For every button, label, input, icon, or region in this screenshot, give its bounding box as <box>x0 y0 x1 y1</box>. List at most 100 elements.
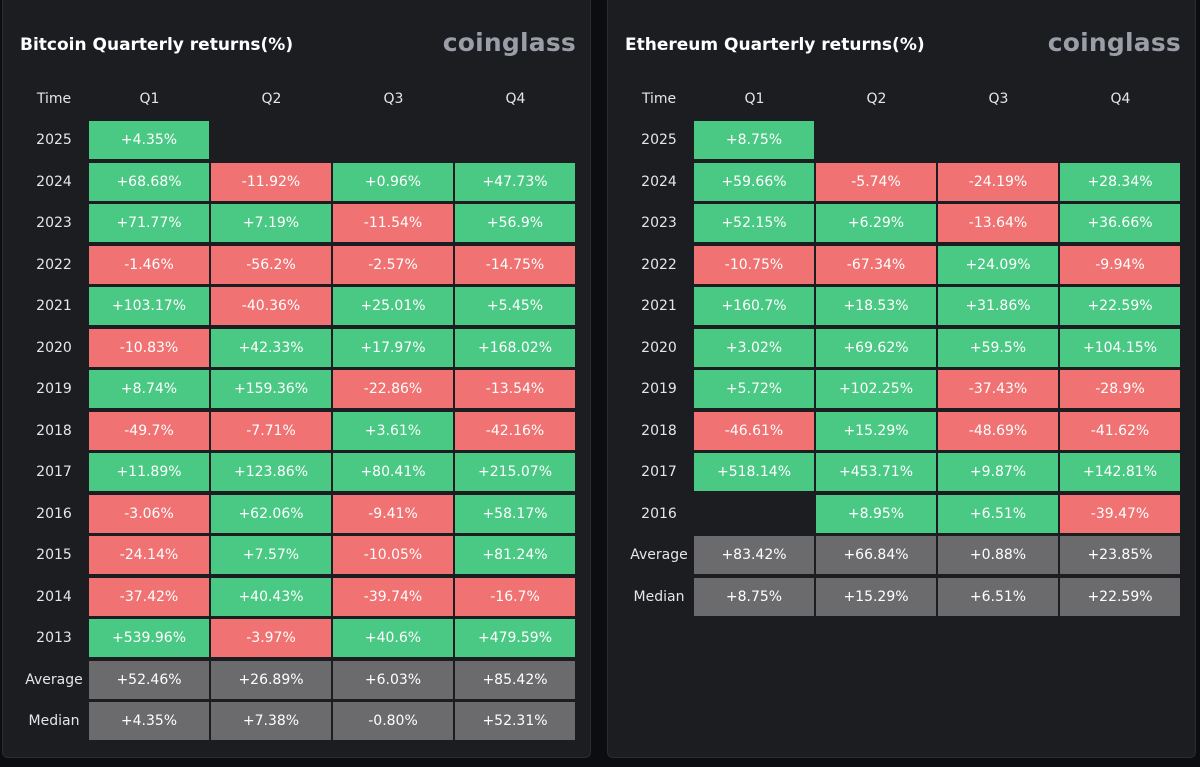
return-cell-median-q1: +4.35% <box>89 702 209 740</box>
row-label-2022: 2022 <box>36 256 72 273</box>
row-label-2025: 2025 <box>36 132 72 148</box>
return-cell-2020-q1: -10.83% <box>89 328 209 367</box>
bitcoin-returns-table: Time Q1 Q2 Q3 Q4 2025 +4.35% 2024 +68.68% -11.92%… <box>3 0 590 757</box>
row-label-2020: 2020 <box>641 339 677 356</box>
return-cell-2023-q2: +7.19% <box>211 204 331 242</box>
column-header-q1: Q1 <box>139 91 160 107</box>
return-cell-2013-q4: +479.59% <box>455 619 575 657</box>
row-label-2018: 2018 <box>36 422 72 439</box>
return-cell-2018-q4: -41.62% <box>1060 411 1180 450</box>
row-label-2014: 2014 <box>36 588 72 605</box>
return-cell-2018-q3: +3.61% <box>333 411 453 450</box>
bitcoin-returns-panel: Bitcoin Quarterly returns(%) coinglass T… <box>2 0 591 758</box>
return-cell-2013-q3: +40.6% <box>333 619 453 657</box>
return-cell-2019-q4: -13.54% <box>455 370 575 408</box>
row-label-2018: 2018 <box>641 422 677 439</box>
bitcoin-table-title: Bitcoin Quarterly returns(%) <box>20 35 294 55</box>
column-header-q2: Q2 <box>261 91 282 107</box>
return-cell-2023-q4: +36.66% <box>1060 204 1180 242</box>
return-cell-2016-q1: -3.06% <box>89 494 209 533</box>
return-cell-average-q4: +85.42% <box>455 660 575 699</box>
return-cell-2022-q2: -67.34% <box>816 245 936 284</box>
return-cell-2020-q4: +104.15% <box>1060 328 1180 367</box>
return-cell-2020-q3: +59.5% <box>938 328 1058 367</box>
return-cell-2018-q2: -7.71% <box>211 411 331 450</box>
row-label-median: Median <box>28 713 80 729</box>
return-cell-2019-q2: +159.36% <box>211 370 331 408</box>
return-cell-2016-q4: +58.17% <box>455 494 575 533</box>
return-cell-2024-q3: +0.96% <box>333 162 453 201</box>
return-cell-2021-q4: +22.59% <box>1060 287 1180 325</box>
column-header-q3: Q3 <box>383 91 404 107</box>
return-cell-average-q1: +83.42% <box>694 536 814 574</box>
return-cell-2023-q3: -13.64% <box>938 204 1058 242</box>
return-cell-2018-q2: +15.29% <box>816 411 936 450</box>
return-cell-2023-q3: -11.54% <box>333 204 453 242</box>
return-cell-2024-q4: +47.73% <box>455 162 575 201</box>
return-cell-2013-q1: +539.96% <box>89 619 209 657</box>
return-cell-2021-q3: +25.01% <box>333 287 453 325</box>
return-cell-2016-q4: -39.47% <box>1060 494 1180 533</box>
return-cell-average-q4: +23.85% <box>1060 536 1180 574</box>
return-cell-2020-q4: +168.02% <box>455 328 575 367</box>
return-cell-2021-q4: +5.45% <box>455 287 575 325</box>
return-cell-2020-q2: +69.62% <box>816 328 936 367</box>
return-cell-2022-q3: -2.57% <box>333 245 453 284</box>
return-cell-2024-q3: -24.19% <box>938 162 1058 201</box>
row-label-2013: 2013 <box>36 630 72 646</box>
return-cell-median-q4: +22.59% <box>1060 577 1180 616</box>
row-label-2023: 2023 <box>641 215 677 231</box>
row-label-2019: 2019 <box>641 381 677 397</box>
return-cell-2022-q4: -9.94% <box>1060 245 1180 284</box>
return-cell-2022-q4: -14.75% <box>455 245 575 284</box>
return-cell-median-q4: +52.31% <box>455 702 575 740</box>
return-cell-average-q2: +66.84% <box>816 536 936 574</box>
column-header-time: Time <box>36 91 72 107</box>
return-cell-2023-q2: +6.29% <box>816 204 936 242</box>
return-cell-2018-q4: -42.16% <box>455 411 575 450</box>
return-cell-median-q3: +6.51% <box>938 577 1058 616</box>
return-cell-2024-q2: -11.92% <box>211 162 331 201</box>
return-cell-2018-q1: -46.61% <box>694 411 814 450</box>
return-cell-2024-q1: +68.68% <box>89 162 209 201</box>
row-label-2024: 2024 <box>641 173 677 190</box>
return-cell-2014-q4: -16.7% <box>455 577 575 616</box>
return-cell-2020-q3: +17.97% <box>333 328 453 367</box>
coinglass-logo: coinglass <box>442 28 576 57</box>
return-cell-2015-q1: -24.14% <box>89 536 209 574</box>
return-cell-2019-q1: +5.72% <box>694 370 814 408</box>
return-cell-average-q3: +0.88% <box>938 536 1058 574</box>
row-label-average: Average <box>630 547 688 563</box>
column-header-q4: Q4 <box>505 91 526 107</box>
return-cell-median-q3: -0.80% <box>333 702 453 740</box>
row-label-2019: 2019 <box>36 381 72 397</box>
return-cell-2021-q1: +160.7% <box>694 287 814 325</box>
row-label-2016: 2016 <box>36 505 72 522</box>
row-label-2016: 2016 <box>641 505 677 522</box>
return-cell-2020-q2: +42.33% <box>211 328 331 367</box>
return-cell-2017-q1: +518.14% <box>694 453 814 491</box>
row-label-2020: 2020 <box>36 339 72 356</box>
return-cell-2021-q2: -40.36% <box>211 287 331 325</box>
return-cell-2014-q3: -39.74% <box>333 577 453 616</box>
return-cell-2024-q1: +59.66% <box>694 162 814 201</box>
return-cell-2017-q4: +215.07% <box>455 453 575 491</box>
return-cell-2017-q4: +142.81% <box>1060 453 1180 491</box>
return-cell-2018-q1: -49.7% <box>89 411 209 450</box>
row-label-2022: 2022 <box>641 256 677 273</box>
return-cell-median-q1: +8.75% <box>694 577 814 616</box>
row-label-2021: 2021 <box>36 298 72 314</box>
column-header-q4: Q4 <box>1110 91 1131 107</box>
return-cell-2025-q1: +4.35% <box>89 121 209 159</box>
return-cell-2017-q2: +453.71% <box>816 453 936 491</box>
row-label-2015: 2015 <box>36 547 72 563</box>
return-cell-2015-q2: +7.57% <box>211 536 331 574</box>
ethereum-table-title: Ethereum Quarterly returns(%) <box>625 35 925 55</box>
row-label-2025: 2025 <box>641 132 677 148</box>
return-cell-2022-q1: -1.46% <box>89 245 209 284</box>
ethereum-returns-table: Time Q1 Q2 Q3 Q4 2025 +8.75% 2024 +59.66% -5.74% -… <box>608 0 1195 757</box>
return-cell-2015-q4: +81.24% <box>455 536 575 574</box>
row-label-median: Median <box>633 588 685 605</box>
return-cell-2022-q3: +24.09% <box>938 245 1058 284</box>
return-cell-2017-q3: +9.87% <box>938 453 1058 491</box>
